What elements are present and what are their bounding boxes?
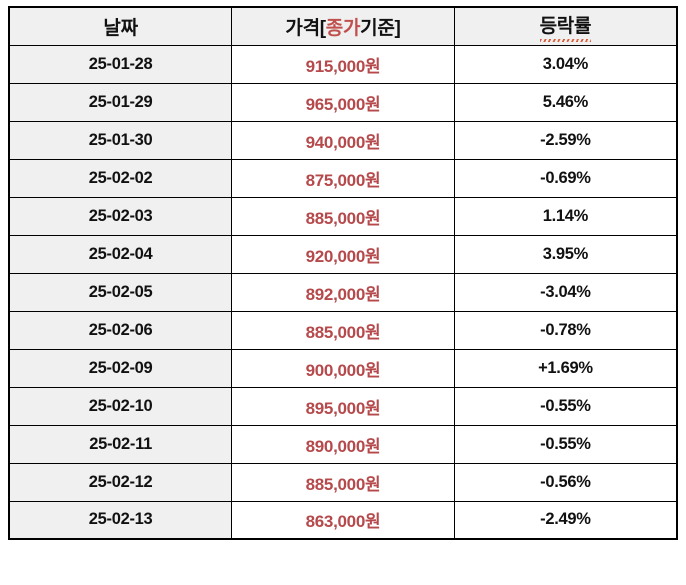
cell-date: 25-02-05 (8, 272, 233, 312)
cell-date: 25-02-04 (8, 234, 233, 274)
cell-date: 25-02-09 (8, 348, 233, 388)
cell-price: 920,000원 (231, 234, 455, 274)
header-change: 등락률 (453, 6, 678, 46)
table-row: 25-02-02 875,000원 -0.69% (8, 158, 678, 198)
cell-price: 895,000원 (231, 386, 455, 426)
cell-price: 965,000원 (231, 82, 455, 122)
cell-price: 940,000원 (231, 120, 455, 160)
cell-change: 3.04% (453, 44, 678, 84)
cell-price: 885,000원 (231, 310, 455, 350)
cell-price: 890,000원 (231, 424, 455, 464)
header-date: 날짜 (8, 6, 233, 46)
table-row: 25-02-13 863,000원 -2.49% (8, 500, 678, 540)
table-row: 25-02-12 885,000원 -0.56% (8, 462, 678, 502)
table-row: 25-02-03 885,000원 1.14% (8, 196, 678, 236)
cell-date: 25-02-13 (8, 500, 233, 540)
cell-date: 25-02-11 (8, 424, 233, 464)
cell-date: 25-02-10 (8, 386, 233, 426)
stock-price-table: 날짜 가격[종가기준] 등락률 25-01-28 915,000원 3.04% (8, 6, 678, 540)
header-date-label: 날짜 (103, 17, 138, 39)
cell-price: 863,000원 (231, 500, 455, 540)
header-change-label: 등락률 (539, 15, 592, 37)
cell-date: 25-02-02 (8, 158, 233, 198)
cell-change: -0.69% (453, 158, 678, 198)
cell-date: 25-02-06 (8, 310, 233, 350)
cell-change: -0.78% (453, 310, 678, 350)
cell-price: 892,000원 (231, 272, 455, 312)
cell-change: 3.95% (453, 234, 678, 274)
header-row: 날짜 가격[종가기준] 등락률 (8, 6, 678, 46)
cell-date: 25-01-29 (8, 82, 233, 122)
header-change-wrap: 등락률 (539, 11, 592, 42)
header-price-prefix: 가격[ (285, 17, 326, 39)
cell-change: -0.56% (453, 462, 678, 502)
header-price-suffix: 기준] (360, 17, 401, 39)
header-price: 가격[종가기준] (231, 6, 455, 46)
table-row: 25-01-29 965,000원 5.46% (8, 82, 678, 122)
table-row: 25-02-05 892,000원 -3.04% (8, 272, 678, 312)
table-row: 25-02-09 900,000원 +1.69% (8, 348, 678, 388)
cell-change: 1.14% (453, 196, 678, 236)
header-price-highlight: 종가 (325, 17, 361, 39)
page: 날짜 가격[종가기준] 등락률 25-01-28 915,000원 3.04% (0, 6, 686, 585)
cell-change: -0.55% (453, 386, 678, 426)
cell-price: 885,000원 (231, 462, 455, 502)
table-row: 25-02-11 890,000원 -0.55% (8, 424, 678, 464)
cell-date: 25-02-03 (8, 196, 233, 236)
cell-change: +1.69% (453, 348, 678, 388)
cell-price: 875,000원 (231, 158, 455, 198)
table-row: 25-01-30 940,000원 -2.59% (8, 120, 678, 160)
table-row: 25-02-04 920,000원 3.95% (8, 234, 678, 274)
cell-change: -2.59% (453, 120, 678, 160)
cell-price: 885,000원 (231, 196, 455, 236)
table-row: 25-01-28 915,000원 3.04% (8, 44, 678, 84)
cell-date: 25-02-12 (8, 462, 233, 502)
cell-change: -3.04% (453, 272, 678, 312)
cell-change: -0.55% (453, 424, 678, 464)
cell-change: -2.49% (453, 500, 678, 540)
cell-date: 25-01-30 (8, 120, 233, 160)
table-row: 25-02-10 895,000원 -0.55% (8, 386, 678, 426)
cell-date: 25-01-28 (8, 44, 233, 84)
spellcheck-underline (539, 38, 592, 42)
cell-price: 915,000원 (231, 44, 455, 84)
cell-price: 900,000원 (231, 348, 455, 388)
cell-change: 5.46% (453, 82, 678, 122)
table-row: 25-02-06 885,000원 -0.78% (8, 310, 678, 350)
